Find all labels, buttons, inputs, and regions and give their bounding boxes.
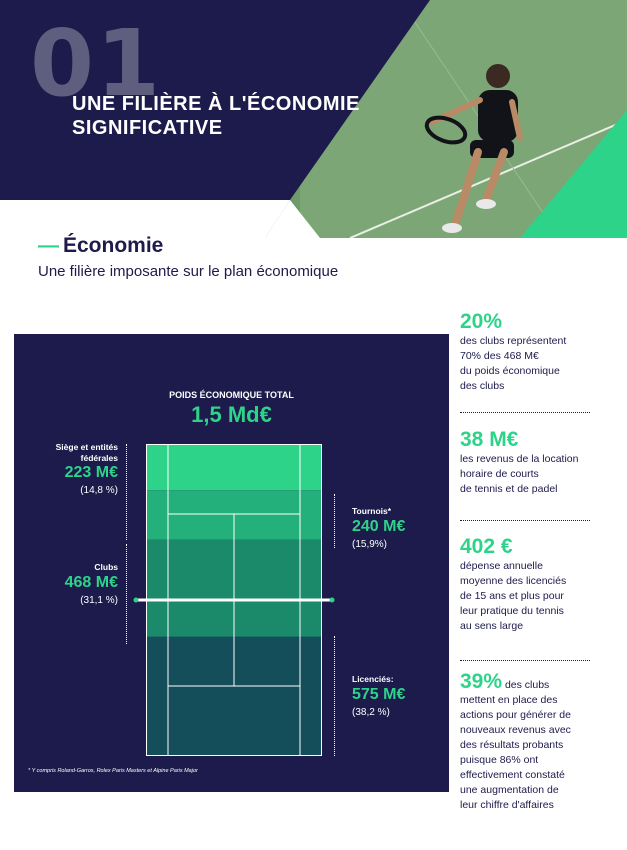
section-title: — Économie bbox=[38, 234, 163, 258]
stat-20-percent: 20% des clubs représentent 70% des 468 M… bbox=[460, 310, 610, 394]
stat-line: des clubs représentent bbox=[460, 335, 567, 347]
divider bbox=[460, 412, 590, 413]
stat-value: 20% bbox=[460, 310, 503, 333]
header-banner: 01 UNE FILIÈRE À L'ÉCONOMIE SIGNIFICATIV… bbox=[0, 0, 627, 238]
infographic-panel: POIDS ÉCONOMIQUE TOTAL 1,5 Md€ Siège et … bbox=[14, 334, 449, 792]
stat-402-eur: 402 € dépense annuelle moyenne des licen… bbox=[460, 535, 610, 634]
stat-38-meur: 38 M€ les revenus de la location horaire… bbox=[460, 428, 610, 497]
stat-line: effectivement constaté bbox=[460, 769, 565, 781]
segment-clubs-label: Clubs bbox=[94, 562, 118, 572]
segment-tournois-value: 240 M€ bbox=[352, 518, 406, 535]
section-subtitle: Une filière imposante sur le plan économ… bbox=[38, 263, 339, 280]
stat-line: au sens large bbox=[460, 620, 524, 632]
stat-line: moyenne des licenciés bbox=[460, 575, 567, 587]
bracket-clubs bbox=[126, 544, 131, 644]
bracket-tournois bbox=[334, 494, 339, 548]
stat-line: leur pratique du tennis bbox=[460, 605, 564, 617]
stat-line: des résultats probants bbox=[460, 739, 564, 751]
segment-siege-label-line2: fédérales bbox=[80, 453, 118, 463]
segment-tournois-pct: (15,9%) bbox=[352, 539, 388, 550]
stat-line: actions pour générer de bbox=[460, 709, 571, 721]
page-title-line2: SIGNIFICATIVE bbox=[72, 117, 223, 139]
stat-line: leur chiffre d'affaires bbox=[460, 799, 554, 811]
stat-line: des clubs bbox=[460, 380, 505, 392]
court-segment-siege bbox=[146, 444, 322, 491]
stat-line: les revenus de la location bbox=[460, 453, 579, 465]
stat-line: 70% des 468 M€ bbox=[460, 350, 539, 362]
segment-siege-label: Siège et entités fédérales bbox=[18, 442, 118, 464]
segment-siege-pct: (14,8 %) bbox=[80, 485, 118, 496]
divider bbox=[460, 660, 590, 661]
segment-licencies-label: Licenciés: bbox=[352, 674, 394, 684]
segment-clubs-value: 468 M€ bbox=[64, 574, 118, 591]
footnote: * Y compris Roland-Garros, Rolex Paris M… bbox=[28, 768, 198, 774]
segment-siege-value: 223 M€ bbox=[64, 464, 118, 481]
stat-text: des clubs représentent 70% des 468 M€ du… bbox=[460, 334, 610, 394]
page-title: UNE FILIÈRE À L'ÉCONOMIE SIGNIFICATIVE bbox=[72, 92, 360, 140]
bracket-licencies bbox=[334, 636, 339, 756]
segment-siege-label-line1: Siège et entités bbox=[55, 442, 118, 452]
stat-value: 402 € bbox=[460, 535, 513, 558]
section-title-text: Économie bbox=[63, 234, 164, 257]
stat-line: puisque 86% ont bbox=[460, 754, 539, 766]
segment-clubs-pct: (31,1 %) bbox=[80, 595, 118, 606]
stat-text: les revenus de la location horaire de co… bbox=[460, 452, 610, 497]
segment-licencies-pct: (38,2 %) bbox=[352, 707, 390, 718]
bracket-siege bbox=[126, 444, 131, 540]
segment-licencies-value: 575 M€ bbox=[352, 686, 406, 703]
total-label: POIDS ÉCONOMIQUE TOTAL bbox=[169, 390, 294, 400]
stat-line: horaire de courts bbox=[460, 468, 539, 480]
stat-line: dépense annuelle bbox=[460, 560, 543, 572]
stat-value: 38 M€ bbox=[460, 428, 519, 451]
stat-value: 39% bbox=[460, 670, 503, 693]
stat-inline-text: des clubs bbox=[502, 679, 550, 691]
total-value: 1,5 Md€ bbox=[191, 402, 272, 427]
divider bbox=[460, 520, 590, 521]
stat-39-percent: 39% des clubs mettent en place des actio… bbox=[460, 671, 610, 813]
segment-tournois-label: Tournois* bbox=[352, 506, 392, 516]
stat-line: du poids économique bbox=[460, 365, 560, 377]
page-title-line1: UNE FILIÈRE À L'ÉCONOMIE bbox=[72, 93, 360, 115]
tennis-player-icon bbox=[424, 64, 523, 233]
stat-line: de 15 ans et plus pour bbox=[460, 590, 564, 602]
tennis-court-chart bbox=[133, 444, 335, 756]
stat-line: de tennis et de padel bbox=[460, 483, 558, 495]
header-graphic bbox=[0, 0, 627, 238]
stat-line: une augmentation de bbox=[460, 784, 559, 796]
stat-line: nouveaux revenus avec bbox=[460, 724, 571, 736]
net-post-left bbox=[133, 597, 139, 603]
stat-text: dépense annuelle moyenne des licenciés d… bbox=[460, 559, 610, 634]
net-post-right bbox=[329, 597, 335, 603]
dash-icon: — bbox=[38, 234, 59, 257]
section-number: 01 bbox=[30, 10, 163, 117]
stat-line: mettent en place des bbox=[460, 694, 558, 706]
stat-text: 39% des clubs mettent en place des actio… bbox=[460, 671, 610, 813]
